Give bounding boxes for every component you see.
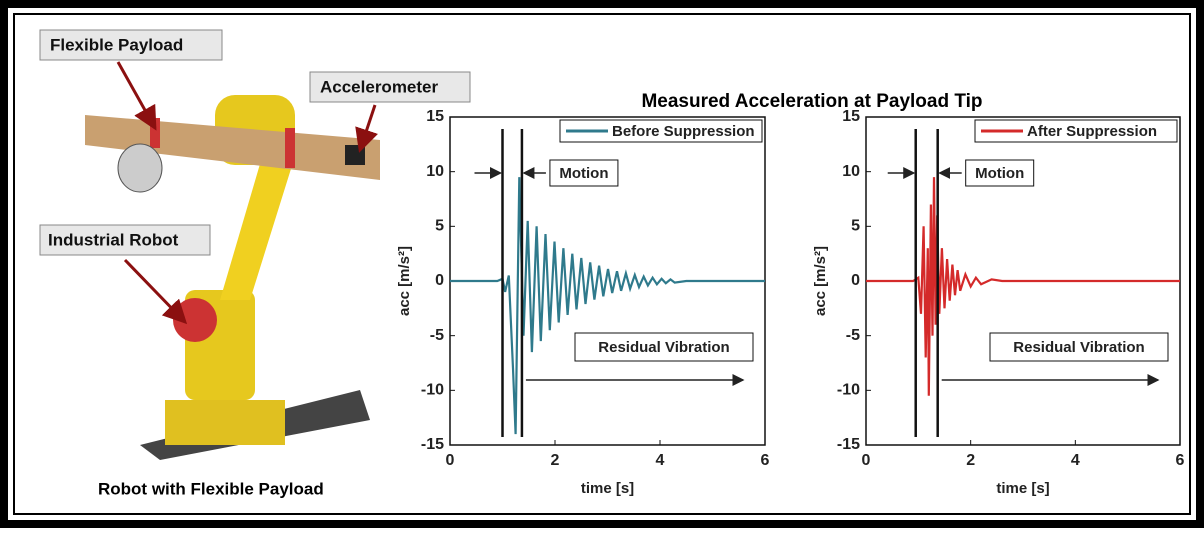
y-tick-label: -10 xyxy=(421,382,444,399)
legend-box xyxy=(559,119,763,143)
annotation: Residual Vibration xyxy=(598,339,729,356)
x-tick-label: 4 xyxy=(656,452,665,469)
annotation-box xyxy=(574,332,754,362)
y-tick-label: 15 xyxy=(426,108,444,125)
x-tick-label: 4 xyxy=(1071,452,1080,469)
legend-box xyxy=(974,119,1178,143)
x-axis-label: time [s] xyxy=(581,480,634,497)
x-tick-label: 0 xyxy=(446,452,455,469)
pointer xyxy=(123,258,188,325)
y-tick-label: 15 xyxy=(842,108,860,125)
x-tick-label: 6 xyxy=(761,452,770,469)
y-axis-label: acc [m/s²] xyxy=(396,246,413,316)
robot-photo xyxy=(85,95,380,460)
annotation: Motion xyxy=(559,165,608,182)
y-tick-label: 10 xyxy=(842,163,860,180)
x-tick-label: 0 xyxy=(862,452,871,469)
x-tick-label: 2 xyxy=(966,452,975,469)
annotation-box xyxy=(965,159,1035,187)
annotation-box xyxy=(989,332,1169,362)
y-tick-label: -10 xyxy=(837,382,860,399)
pointer xyxy=(116,61,157,131)
y-axis-label: acc [m/s²] xyxy=(812,246,829,316)
label-box xyxy=(309,71,471,103)
y-tick-label: 0 xyxy=(435,272,444,289)
label-box xyxy=(39,224,211,256)
y-tick-label: -5 xyxy=(430,327,444,344)
photo-label: Flexible Payload xyxy=(50,35,183,54)
photo-label: Industrial Robot xyxy=(48,230,179,249)
y-tick-label: -5 xyxy=(846,327,860,344)
pointer xyxy=(355,104,379,153)
inner-frame xyxy=(13,13,1191,515)
x-tick-label: 6 xyxy=(1176,452,1185,469)
legend-label: After Suppression xyxy=(1027,123,1157,140)
photo-labels: Flexible Payload Accelerometer Industria… xyxy=(39,29,471,498)
photo-label: Accelerometer xyxy=(320,77,439,96)
y-tick-label: 5 xyxy=(851,218,860,235)
x-axis-label: time [s] xyxy=(996,480,1049,497)
annotation: Residual Vibration xyxy=(1013,339,1144,356)
data-line xyxy=(866,177,1180,396)
label-box xyxy=(39,29,223,61)
figure-title: Measured Acceleration at Payload Tip xyxy=(641,91,982,112)
annotation-box xyxy=(549,159,619,187)
y-tick-label: 0 xyxy=(851,272,860,289)
annotation: Motion xyxy=(975,165,1024,182)
legend-label: Before Suppression xyxy=(612,123,755,140)
x-tick-label: 2 xyxy=(551,452,560,469)
y-tick-label: 5 xyxy=(435,218,444,235)
photo-caption: Robot with Flexible Payload xyxy=(98,479,324,498)
y-tick-label: -15 xyxy=(837,436,860,453)
y-tick-label: 10 xyxy=(426,163,444,180)
y-tick-label: -15 xyxy=(421,436,444,453)
